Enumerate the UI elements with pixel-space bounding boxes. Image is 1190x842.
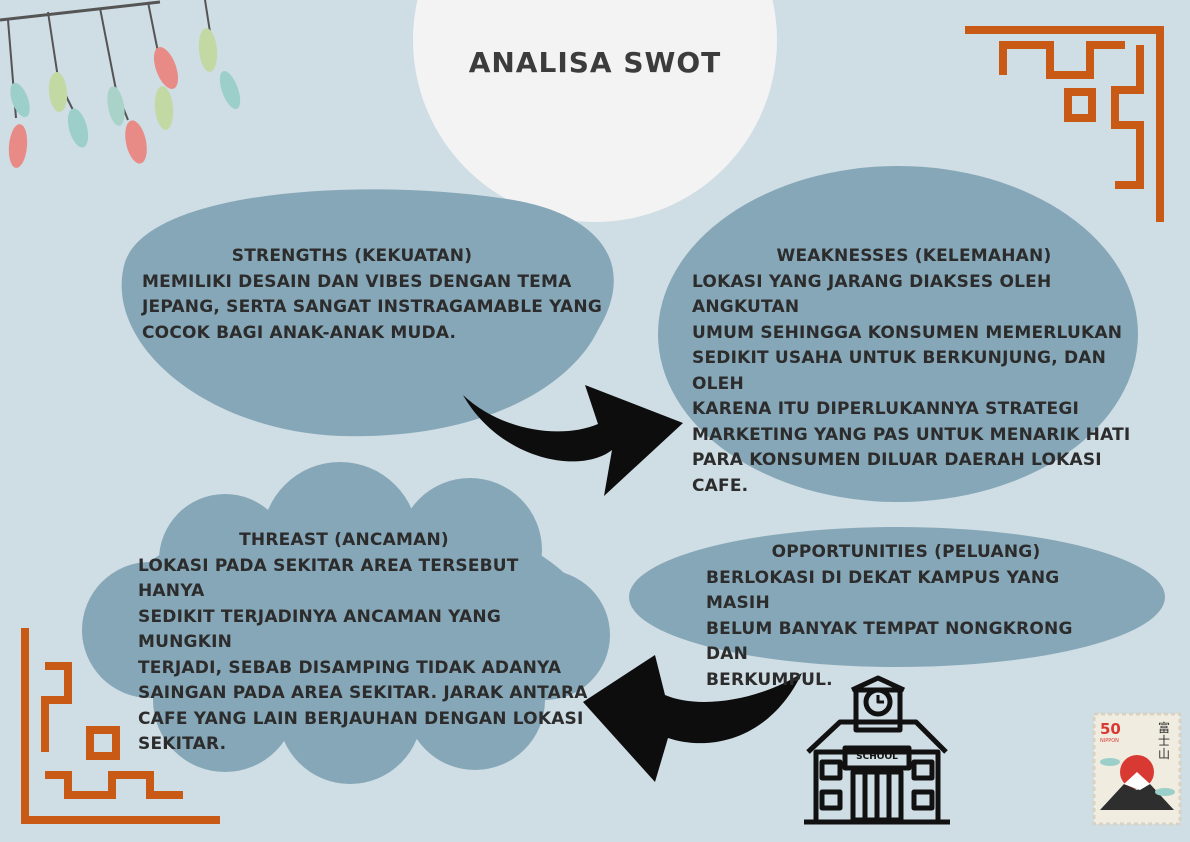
opportunities-heading: OPPORTUNITIES (PELUANG): [771, 542, 1041, 562]
opportunities-section: OPPORTUNITIES (PELUANG) BERLOKASI DI DEK…: [706, 540, 1106, 693]
corner-frame-bottom-left: [21, 628, 220, 824]
weaknesses-bubble: [658, 166, 1138, 502]
page-title: ANALISA SWOT: [468, 46, 722, 79]
strengths-section: STRENGTHS (KEKUATAN) MEMILIKI DESAIN DAN…: [142, 244, 602, 346]
corner-frame-top-right: [965, 26, 1164, 222]
opportunities-body: BERLOKASI DI DEKAT KAMPUS YANG MASIH BEL…: [706, 567, 1073, 690]
stamp-value: 50: [1100, 720, 1121, 738]
strengths-body: MEMILIKI DESAIN DAN VIBES DENGAN TEMA JE…: [142, 271, 602, 343]
weaknesses-body: LOKASI YANG JARANG DIAKSES OLEH ANGKUTAN…: [692, 271, 1131, 496]
weaknesses-section: WEAKNESSES (KELEMAHAN) LOKASI YANG JARAN…: [692, 244, 1136, 499]
stamp-kanji: 富士山: [1158, 721, 1171, 761]
opportunities-bubble: [629, 527, 1165, 667]
fuji-stamp: [1092, 712, 1182, 826]
strengths-heading: STRENGTHS (KEKUATAN): [231, 246, 473, 266]
threats-body: LOKASI PADA SEKITAR AREA TERSEBUT HANYA …: [138, 555, 588, 755]
threats-heading: THREAST (ANCAMAN): [239, 530, 449, 550]
title-circle: [413, 0, 777, 222]
strengths-bubble: [121, 189, 614, 437]
school-label: SCHOOL: [856, 752, 898, 762]
arrow-right: [463, 385, 683, 496]
arrow-left: [583, 655, 802, 782]
school-icon: [804, 675, 950, 825]
threats-section: THREAST (ANCAMAN) LOKASI PADA SEKITAR AR…: [138, 528, 590, 758]
threats-bubble: [82, 462, 610, 784]
weaknesses-heading: WEAKNESSES (KELEMAHAN): [776, 246, 1052, 266]
feather-decoration: [0, 0, 241, 168]
stamp-small-text: NIPPON: [1100, 738, 1119, 744]
